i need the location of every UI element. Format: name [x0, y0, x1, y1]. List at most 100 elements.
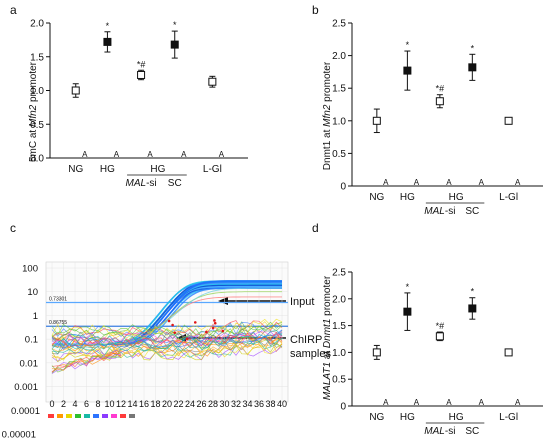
panel-c-chirp-curve: [51, 318, 283, 341]
panel-c-legend-swatch: [66, 414, 72, 418]
panel-d-data-point: [403, 307, 412, 316]
panel-c-xtick-label: 28: [208, 399, 218, 409]
panel-b-significance-mark: *: [471, 43, 475, 53]
panel-a-zero-marker: A: [114, 150, 120, 159]
panel-c-chirp-curve: [51, 353, 122, 373]
panel-a-ytick-label: 0.0: [30, 154, 44, 165]
panel-b-ytick-label: 2.0: [332, 51, 346, 62]
panel-c-samples-label: samples: [290, 348, 331, 360]
panel-c-ytick-label: 0.01: [20, 358, 39, 369]
panel-c-chirp-curve: [51, 332, 283, 355]
panel-c-chirp-curve: [51, 329, 283, 349]
panel-b-xtick-label: HG: [400, 192, 415, 203]
panel-c-xtick-label: 16: [139, 399, 149, 409]
panel-letter-c: c: [10, 221, 16, 235]
panel-d-zero-marker: A: [414, 398, 420, 407]
panel-c-xtick-label: 2: [61, 399, 66, 409]
panel-d-xtick-label: HG: [400, 412, 415, 423]
panel-c-xtick-label: 34: [242, 399, 252, 409]
panel-b-ytick-label: 1.0: [332, 116, 346, 127]
panel-d-ylabel: MALAT1 at Dnmt1 promoter: [322, 275, 333, 400]
panel-a-zero-marker: A: [82, 150, 88, 159]
panel-c-ytick-label: 0.1: [25, 335, 38, 346]
panel-c-chirp-curve: [51, 353, 122, 374]
panel-c-xtick-label: 0: [49, 399, 54, 409]
panel-b-data-point: [403, 66, 412, 75]
panel-d-ytick-label: 0.5: [332, 375, 346, 386]
panel-a-hg-group-label: HG: [150, 164, 165, 175]
panel-c-marker-dot: [213, 319, 216, 322]
panel-letter-b: b: [312, 3, 319, 17]
panel-c-xtick-label: 10: [104, 399, 114, 409]
panel-letter-d: d: [312, 221, 319, 235]
panel-c-ytick-label: 100: [22, 264, 38, 275]
panel-d-ytick-label: 2.0: [332, 294, 346, 305]
panel-b-sc-label: SC: [465, 206, 479, 217]
panel-c-chirp-curve: [51, 334, 283, 349]
panel-c-legend-swatch: [102, 414, 108, 418]
panel-c-marker-dot: [213, 321, 217, 325]
panel-d-significance-mark: *: [471, 287, 475, 297]
panel-c-chirp-curve: [51, 342, 283, 362]
panel-d-significance-mark: *#: [436, 321, 445, 331]
panel-c-marker-dot: [211, 326, 215, 330]
panel-c-xtick-label: 8: [95, 399, 100, 409]
panel-a-ytick-label: 0.5: [30, 120, 44, 131]
panel-c-marker-dot: [173, 331, 177, 334]
panel-d-data-point: [435, 332, 444, 341]
panel-a-ytick-label: 1.0: [30, 86, 44, 97]
panel-b-ytick-label: 2.5: [332, 19, 346, 30]
panel-c-chirp-curve: [51, 329, 283, 344]
panel-a-data-point: [103, 37, 112, 46]
panel-a-significance-mark: *#: [137, 59, 146, 69]
panel-a-data-point: [71, 86, 80, 95]
panel-c-ytick-label: 0.001: [14, 382, 38, 393]
panel-letter-a: a: [10, 3, 17, 17]
panel-c-xtick-label: 26: [196, 399, 206, 409]
panel-a-mal-si-label: MAL-si: [126, 178, 157, 189]
panel-a-significance-mark: *: [106, 21, 110, 31]
panel-b-data-point: [504, 116, 513, 125]
panel-a-significance-mark: *: [173, 20, 177, 30]
panel-c-legend-swatch: [111, 414, 117, 418]
panel-c-chirp-curve: [51, 342, 283, 361]
panel-c-xtick-label: 6: [84, 399, 89, 409]
panel-d-xtick-label: L-Gl: [499, 412, 518, 423]
panel-c-chirp-label: ChIRP: [290, 334, 322, 346]
panel-b-xtick-label: NG: [369, 192, 384, 203]
panel-c-input-curve: [52, 287, 282, 345]
panel-c-xtick-label: 12: [116, 399, 126, 409]
panel-a-data-point: [170, 40, 179, 49]
panel-c-chirp-curve: [51, 349, 122, 368]
panel-d-zero-marker: A: [515, 398, 521, 407]
panel-c-input-label: Input: [290, 296, 314, 308]
panel-b-data-point: [435, 97, 444, 106]
panel-a-zero-marker: A: [147, 150, 153, 159]
panel-c-xtick-label: 20: [162, 399, 172, 409]
panel-d-data-point: [372, 348, 381, 357]
panel-d-xtick-label: NG: [369, 412, 384, 423]
panel-a-xtick-label: HG: [100, 164, 115, 175]
panel-c-chirp-curve: [51, 331, 283, 348]
panel-b-zero-marker: A: [414, 178, 420, 187]
panel-c-marker-dot: [167, 319, 171, 323]
panel-a-ylabel: 5mC at Mfn2 promoter: [28, 61, 39, 162]
panel-c-marker-dot: [205, 330, 208, 334]
panel-d-data-point: [468, 304, 477, 313]
panel-d-ytick-label: 1.5: [332, 321, 346, 332]
panel-b-significance-mark: *: [406, 40, 410, 50]
panel-b-significance-mark: *#: [436, 84, 445, 94]
panel-d-significance-mark: *: [406, 282, 410, 292]
panel-c-legend-swatch: [57, 414, 63, 418]
panel-c-xtick-label: 32: [231, 399, 241, 409]
panel-b-ytick-label: 1.5: [332, 84, 346, 95]
panel-c-xtick-label: 18: [150, 399, 160, 409]
panel-d-sc-label: SC: [465, 426, 479, 437]
panel-c-chirp-curve: [51, 321, 283, 336]
panel-c-marker-dot: [185, 337, 189, 341]
panel-b-zero-marker: A: [479, 178, 485, 187]
panel-b-data-point: [468, 63, 477, 72]
panel-b-xtick-label: L-Gl: [499, 192, 518, 203]
panel-c-ytick-label: 0.00001: [2, 430, 36, 441]
panel-c-marker-dot: [221, 329, 225, 333]
